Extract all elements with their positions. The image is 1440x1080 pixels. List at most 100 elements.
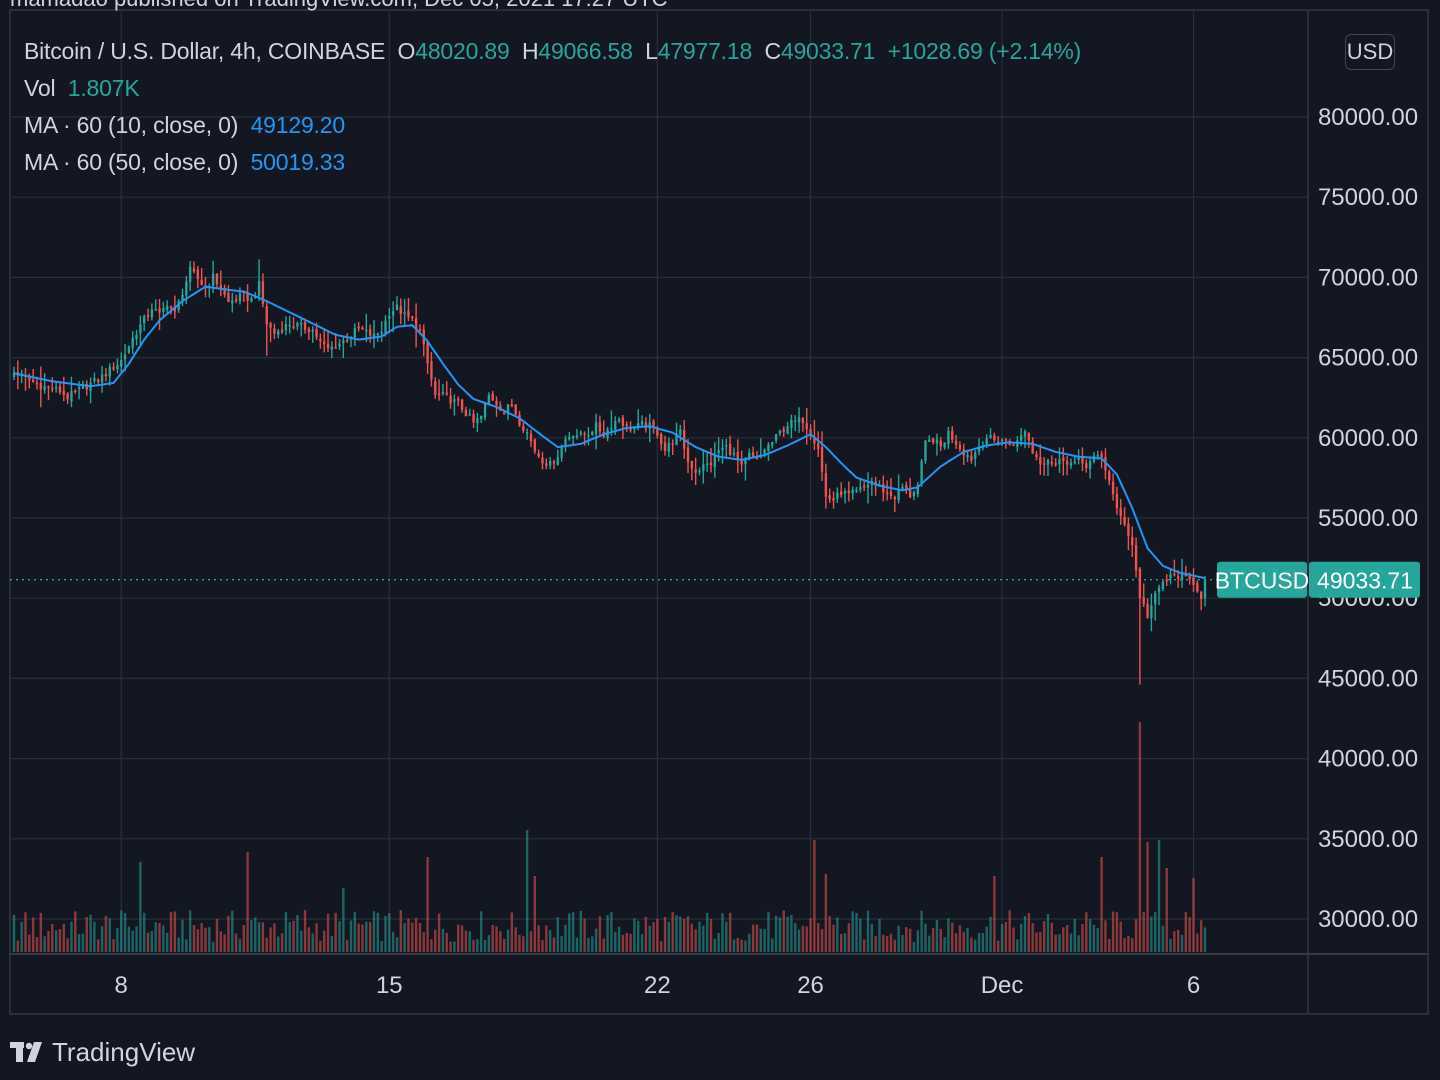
candle-body xyxy=(686,447,690,462)
candle-body xyxy=(70,391,73,402)
volume-bar xyxy=(740,939,743,952)
candle-body xyxy=(181,294,184,301)
x-tick-label: 15 xyxy=(376,972,403,999)
volume-bar xyxy=(1088,919,1092,952)
candle-body xyxy=(1058,459,1061,465)
candle-body xyxy=(319,338,322,342)
volume-bar xyxy=(774,915,778,952)
candle-body xyxy=(614,421,617,430)
volume-bar xyxy=(1150,916,1153,952)
candle-body xyxy=(537,453,540,457)
candle-body xyxy=(196,269,200,279)
candle-body xyxy=(820,447,824,472)
volume-bar xyxy=(388,913,391,952)
candle-body xyxy=(143,315,146,324)
candle-body xyxy=(1050,461,1054,464)
candle-body xyxy=(1154,592,1157,605)
candle-body xyxy=(372,333,376,338)
volume-bar xyxy=(372,911,376,952)
volume-bar xyxy=(1180,934,1184,952)
candle-body xyxy=(445,392,448,395)
volume-bar xyxy=(993,876,996,952)
volume-bar xyxy=(579,910,582,952)
candle-body xyxy=(150,309,154,318)
candle-body xyxy=(1039,457,1042,465)
legend-ma2-value: 50019.33 xyxy=(250,149,346,175)
candle-body xyxy=(1184,574,1188,577)
candle-body xyxy=(280,329,284,333)
volume-bar xyxy=(575,937,579,952)
candle-body xyxy=(679,429,682,435)
tradingview-logo[interactable]: TradingView xyxy=(10,1034,195,1070)
volume-bar xyxy=(403,923,406,952)
candle-body xyxy=(545,463,548,466)
candle-body xyxy=(384,320,387,334)
candle-body xyxy=(809,429,812,437)
candle-body xyxy=(1138,568,1142,599)
legend-ma2-label[interactable]: MA · 60 (50, close, 0) xyxy=(24,149,239,175)
symbol-tag-label: BTCUSD xyxy=(1215,568,1310,594)
volume-bar xyxy=(108,918,111,952)
volume-bar xyxy=(353,911,357,952)
candle-body xyxy=(1004,439,1008,441)
legend-low: 47977.18 xyxy=(657,38,753,64)
volume-bar xyxy=(728,912,732,952)
volume-bar xyxy=(828,916,831,952)
y-tick-label: 80000.00 xyxy=(1318,104,1418,131)
legend-ma1: MA · 60 (10, close, 0) 49129.20 xyxy=(24,112,345,139)
candle-body xyxy=(660,434,663,445)
volume-bar xyxy=(851,911,854,952)
volume-bar xyxy=(958,925,962,952)
candle-body xyxy=(165,306,169,310)
volume-bar xyxy=(12,914,16,952)
volume-bar xyxy=(1004,921,1008,952)
volume-bar xyxy=(242,925,245,952)
candle-body xyxy=(1054,463,1057,465)
volume-bar xyxy=(411,922,414,952)
volume-bar xyxy=(947,918,950,952)
volume-bar xyxy=(1062,927,1065,952)
candle-body xyxy=(51,387,54,390)
candle-body xyxy=(311,329,314,332)
volume-bar xyxy=(537,925,540,952)
legend-volume: Vol 1.807K xyxy=(24,75,140,102)
legend-vol-label[interactable]: Vol xyxy=(24,75,56,101)
volume-bar xyxy=(85,916,88,952)
candle-body xyxy=(66,393,69,400)
volume-bar xyxy=(70,921,73,952)
candle-body xyxy=(851,489,854,494)
volume-bar xyxy=(790,915,793,952)
volume-bar xyxy=(866,910,870,952)
candle-body xyxy=(1199,591,1203,599)
volume-bar xyxy=(376,912,379,952)
candle-body xyxy=(227,292,230,302)
volume-bar xyxy=(24,912,27,952)
candle-body xyxy=(529,433,533,442)
legend-symbol[interactable]: Bitcoin / U.S. Dollar, 4h, COINBASE xyxy=(24,38,386,64)
candle-body xyxy=(1073,461,1076,463)
volume-bar xyxy=(495,926,498,952)
candle-body xyxy=(292,326,295,329)
candle-body xyxy=(774,434,778,441)
moving-average xyxy=(13,285,1206,580)
volume-bar xyxy=(1000,923,1004,952)
candle-body xyxy=(158,308,161,313)
volume-bar xyxy=(571,912,575,952)
volume-bar xyxy=(89,914,92,952)
currency-button[interactable]: USD xyxy=(1345,34,1395,70)
legend-ma1-label[interactable]: MA · 60 (10, close, 0) xyxy=(24,112,239,138)
volume-bar xyxy=(311,933,314,952)
volume-bar xyxy=(449,941,452,952)
volume-bar xyxy=(951,922,954,952)
candle-body xyxy=(411,316,414,319)
candle-body xyxy=(885,492,889,494)
volume-bar xyxy=(277,936,280,952)
candle-body xyxy=(1157,587,1161,593)
volume-bar xyxy=(813,840,816,952)
volume-bar xyxy=(939,928,942,952)
candle-body xyxy=(709,462,713,466)
candles xyxy=(12,259,1207,685)
volume-bar xyxy=(625,932,628,952)
volume-bar xyxy=(1077,935,1080,952)
